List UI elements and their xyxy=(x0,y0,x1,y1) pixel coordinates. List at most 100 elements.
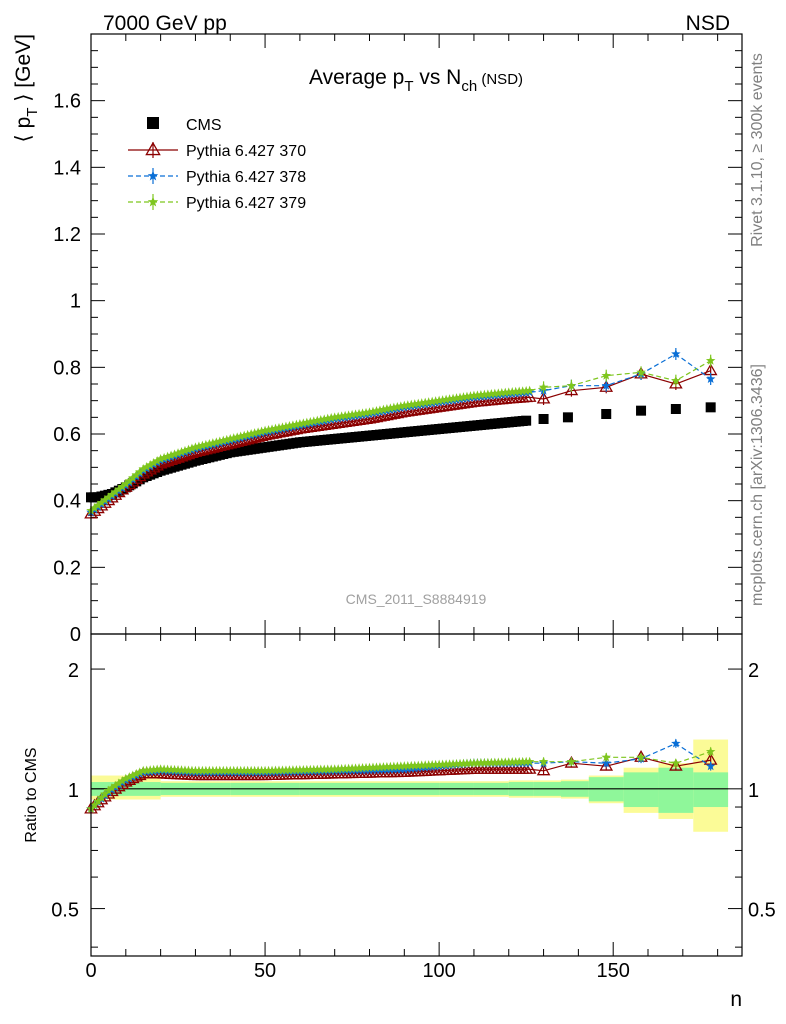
point-p379 xyxy=(263,425,274,435)
ratio-point-p378 xyxy=(671,738,681,748)
ratio-point-p379 xyxy=(483,757,493,767)
ratio-point-p379 xyxy=(117,776,128,786)
ratio-point-p379 xyxy=(253,765,263,775)
ratio-y-tick-label-left: 1 xyxy=(68,780,79,802)
point-p379 xyxy=(162,451,173,461)
ratio-y-tick-label-right: 0.5 xyxy=(748,900,776,922)
legend-marker-pythia-370 xyxy=(128,141,178,158)
ratio-point-p379 xyxy=(148,764,159,774)
legend-label-pythia-379: Pythia 6.427 379 xyxy=(186,195,306,212)
ratio-point-p379 xyxy=(375,762,385,772)
point-p379 xyxy=(472,390,483,400)
point-p370 xyxy=(536,391,551,404)
ratio-point-p378 xyxy=(382,764,392,774)
point-p379 xyxy=(636,367,646,377)
ratio-point-p379 xyxy=(399,761,410,771)
ratio-data xyxy=(84,738,718,814)
point-p379 xyxy=(107,489,117,499)
ratio-point-p379 xyxy=(486,757,497,767)
point-p379 xyxy=(228,433,239,443)
point-p379 xyxy=(159,452,169,462)
ratio-point-p379 xyxy=(218,765,229,775)
ratio-point-p379 xyxy=(201,765,211,775)
ratio-point-p379 xyxy=(382,761,392,771)
legend-marker-pythia-378 xyxy=(128,168,178,184)
ratio-point-p379 xyxy=(416,760,427,770)
ratio-point-p379 xyxy=(295,765,305,775)
cms-point xyxy=(562,412,573,423)
ratio-point-p379 xyxy=(329,764,340,774)
legend-label-pythia-378: Pythia 6.427 378 xyxy=(186,169,306,186)
ratio-point-p379 xyxy=(444,759,455,769)
point-p379 xyxy=(375,405,385,415)
ratio-point-p379 xyxy=(322,764,333,774)
ratio-y-tick-label-left: 0.5 xyxy=(51,900,79,922)
ratio-point-p379 xyxy=(350,763,361,773)
ratio-point-p379 xyxy=(389,761,399,771)
ratio-point-p379 xyxy=(437,759,448,769)
point-p379 xyxy=(319,414,329,424)
point-p379 xyxy=(705,355,716,365)
ratio-point-p379 xyxy=(671,758,681,768)
point-p379 xyxy=(455,392,465,402)
ratio-point-p379 xyxy=(138,765,148,775)
ratio-point-p379 xyxy=(566,756,577,766)
cms-point xyxy=(521,415,532,426)
point-p379 xyxy=(249,428,260,438)
ratio-point-p379 xyxy=(336,763,347,773)
point-p379 xyxy=(291,419,302,429)
point-p379 xyxy=(166,450,176,460)
point-p379 xyxy=(93,500,103,510)
ratio-point-p379 xyxy=(636,752,646,762)
ratio-point-p379 xyxy=(538,756,549,766)
point-p379 xyxy=(399,400,410,410)
ratio-point-p378 xyxy=(705,761,716,771)
ratio-point-p379 xyxy=(479,757,490,767)
ratio-point-p379 xyxy=(124,772,135,782)
point-p379 xyxy=(476,390,486,400)
ratio-point-p379 xyxy=(396,761,406,771)
ratio-point-p370 xyxy=(599,758,614,771)
ratio-point-p379 xyxy=(521,756,531,766)
point-p379 xyxy=(458,392,469,402)
ratio-point-p379 xyxy=(190,765,201,775)
ratio-point-p379 xyxy=(242,765,253,775)
point-p379 xyxy=(322,413,333,423)
point-p379 xyxy=(434,395,444,405)
ratio-point-p379 xyxy=(364,762,375,772)
point-p379 xyxy=(371,406,382,416)
point-p379 xyxy=(267,424,277,434)
point-p379 xyxy=(514,386,524,396)
ratio-point-p379 xyxy=(96,792,107,802)
ratio-point-p378 xyxy=(385,764,396,774)
ratio-point-p378 xyxy=(410,763,420,773)
ratio-y-tick-label-left: 2 xyxy=(68,660,79,682)
ratio-point-p378 xyxy=(392,764,403,774)
point-p378 xyxy=(601,380,611,390)
point-p379 xyxy=(507,387,517,397)
point-p379 xyxy=(204,439,215,449)
point-p379 xyxy=(117,481,128,491)
ratio-point-p378 xyxy=(601,758,611,768)
point-p379 xyxy=(361,407,371,417)
y-tick-label: 1.2 xyxy=(53,224,81,246)
ratio-point-p379 xyxy=(316,764,326,774)
ratio-point-p379 xyxy=(225,765,236,775)
ratio-point-p379 xyxy=(222,765,232,775)
ratio-point-p379 xyxy=(128,770,138,780)
ratio-point-p379 xyxy=(455,758,465,768)
ratio-point-p379 xyxy=(319,764,329,774)
point-p379 xyxy=(260,425,270,435)
y-tick-label: 0.8 xyxy=(53,357,81,379)
point-p378 xyxy=(705,374,716,384)
ratio-point-p379 xyxy=(263,765,274,775)
ratio-point-p379 xyxy=(194,765,204,775)
ratio-point-p379 xyxy=(347,763,357,773)
ratio-point-p379 xyxy=(378,762,389,772)
point-p379 xyxy=(124,476,135,486)
point-p379 xyxy=(256,426,267,436)
point-p379 xyxy=(490,388,500,398)
y-tick-label: 1 xyxy=(70,291,81,313)
rivet-label: Rivet 3.1.10, ≥ 300k events xyxy=(749,53,766,247)
series-line-p370 xyxy=(90,370,711,515)
